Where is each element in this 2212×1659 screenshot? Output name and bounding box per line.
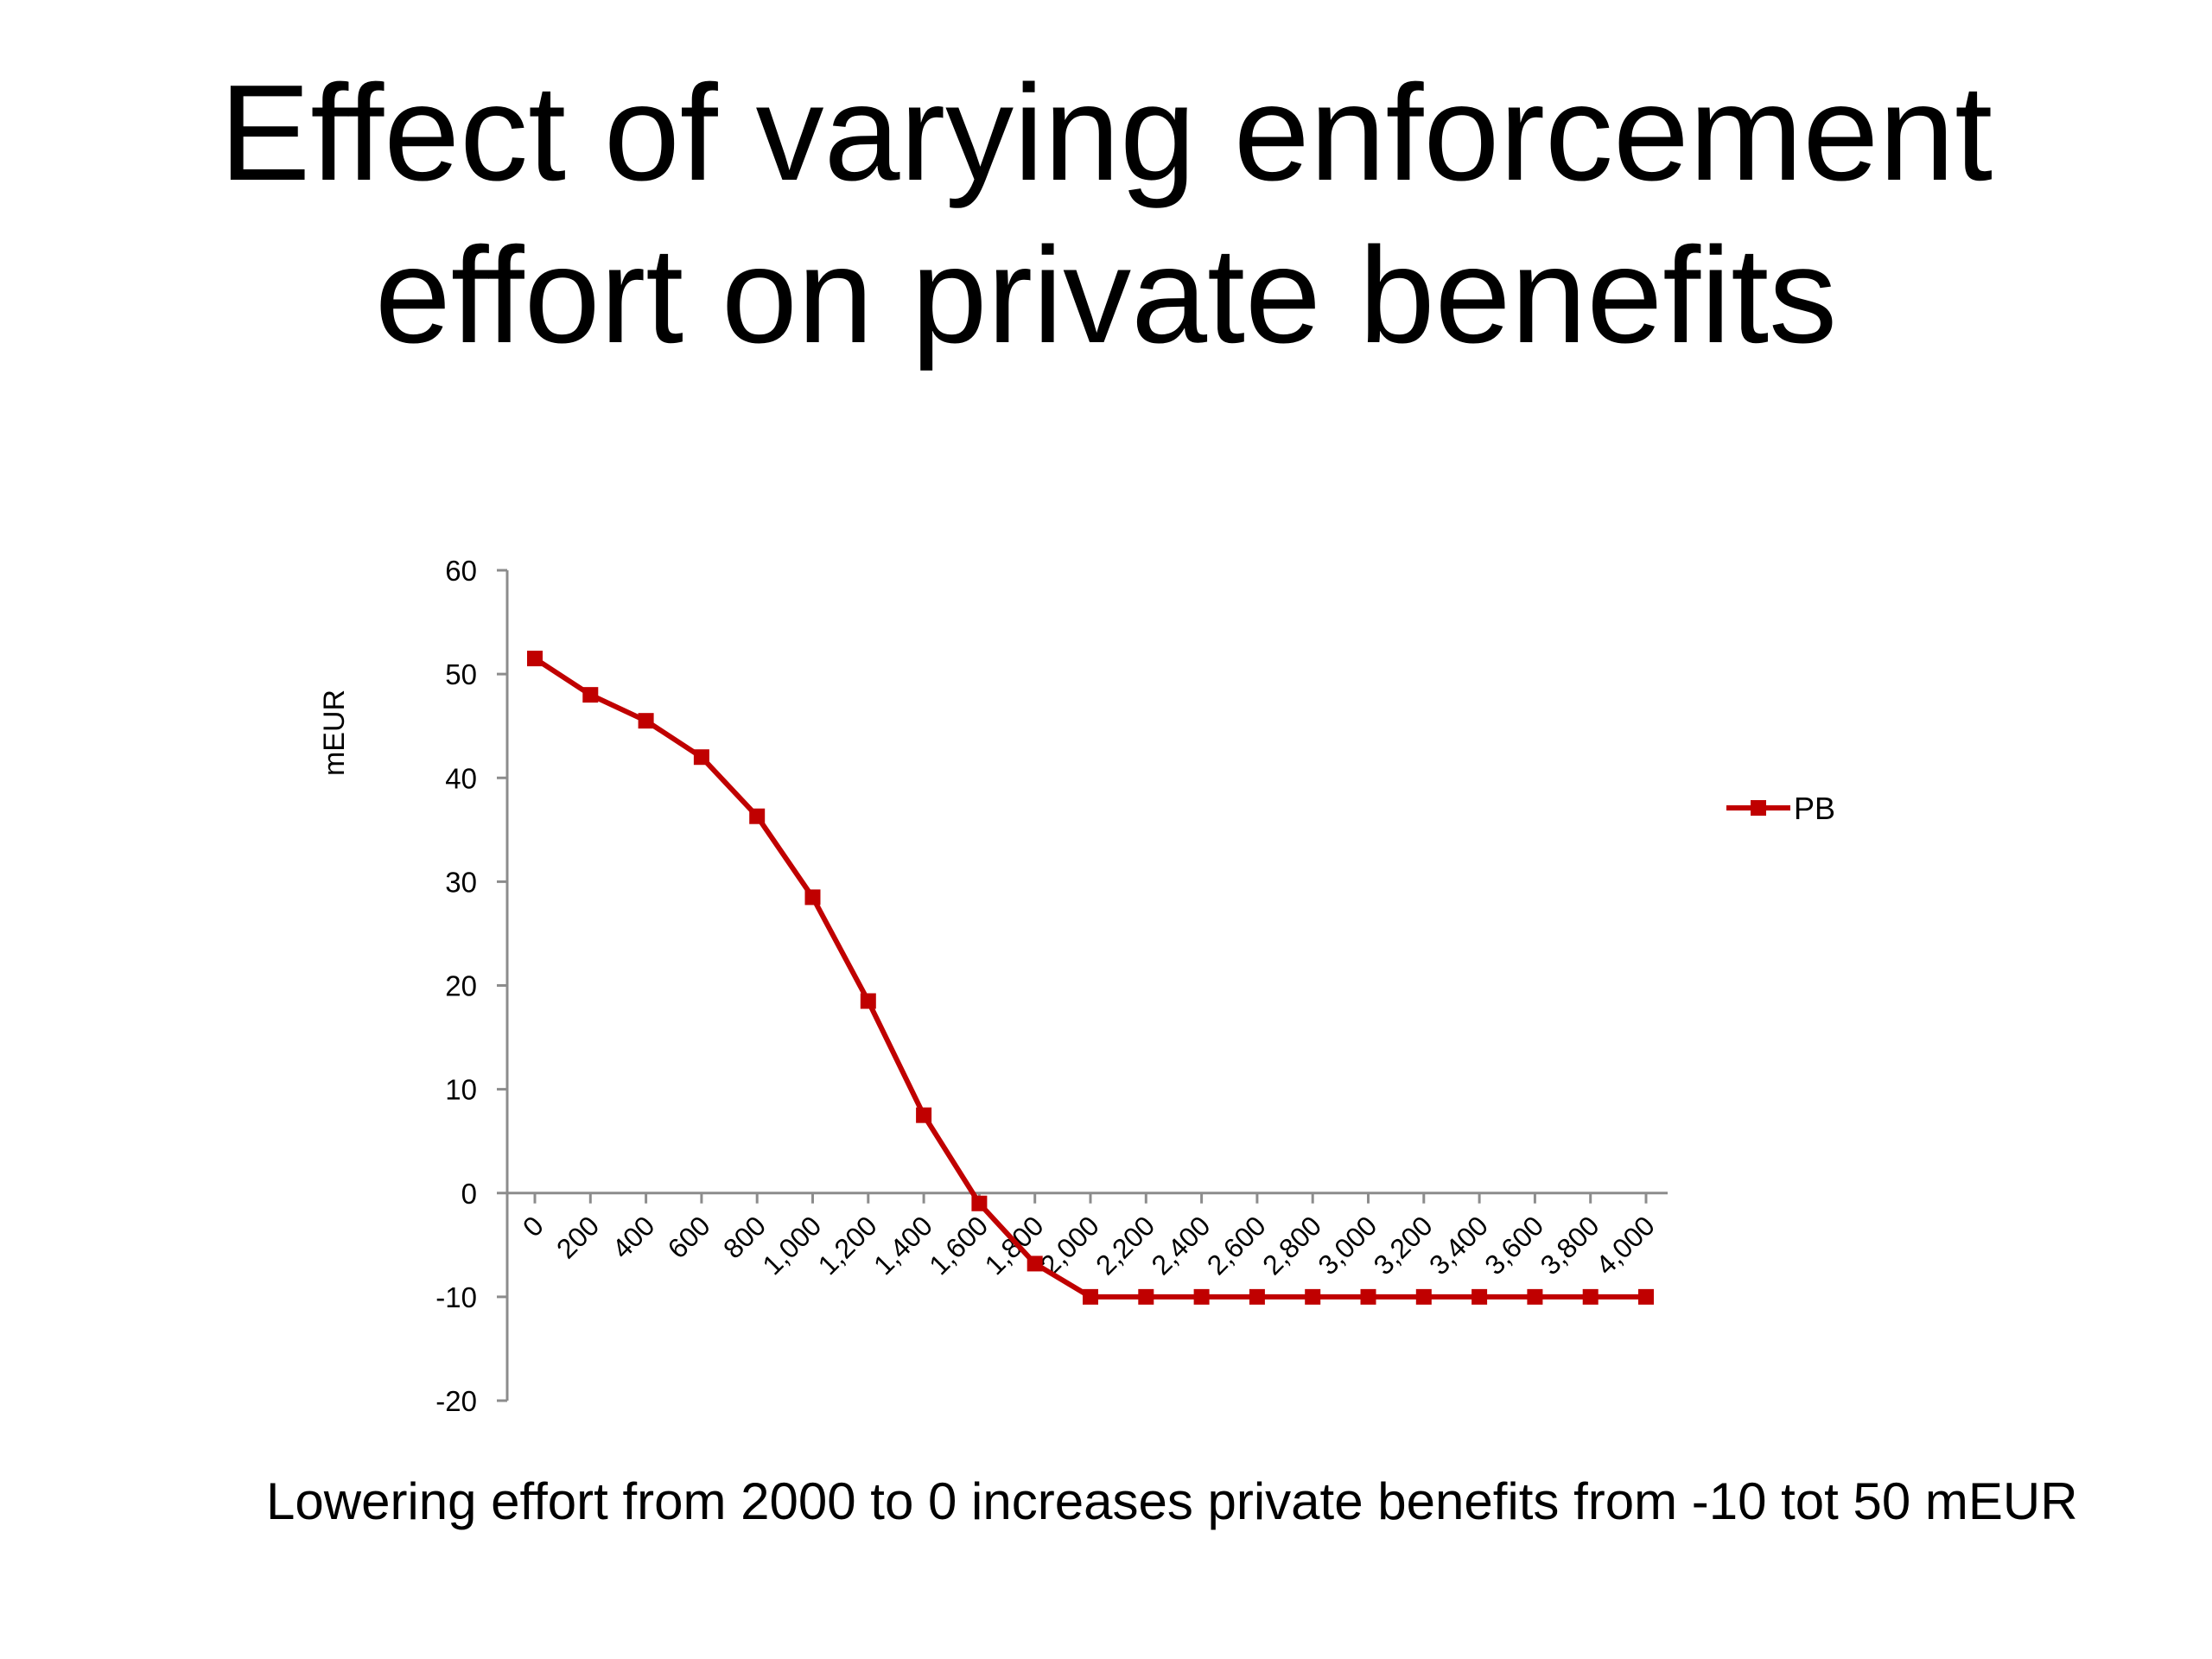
- data-point: [1638, 1288, 1654, 1305]
- data-point: [804, 889, 821, 906]
- data-point: [971, 1195, 988, 1211]
- series-pb: [527, 651, 1654, 1305]
- x-tick-label: 2,400: [1145, 1210, 1216, 1281]
- data-point: [1471, 1288, 1488, 1305]
- slide-title: Effect of varying enforcement effort on …: [0, 52, 2212, 377]
- data-point: [1083, 1288, 1098, 1305]
- x-tick-label: 400: [606, 1210, 660, 1264]
- data-point: [860, 993, 876, 1009]
- slide-title-line-2: effort on private benefits: [374, 219, 1838, 372]
- legend-label: PB: [1794, 791, 1835, 826]
- x-tick-label: 1,600: [923, 1210, 994, 1281]
- data-point: [693, 749, 709, 766]
- data-point: [1582, 1288, 1599, 1305]
- slide-title-line-1: Effect of varying enforcement: [219, 57, 1993, 209]
- data-point: [1527, 1288, 1543, 1305]
- x-tick-label: 1,200: [812, 1210, 883, 1281]
- legend: PB: [1726, 791, 1835, 826]
- data-point: [1027, 1255, 1043, 1272]
- data-point: [1138, 1288, 1154, 1305]
- x-tick-label: 600: [662, 1210, 716, 1264]
- x-tick-label: 4,000: [1590, 1210, 1661, 1281]
- x-tick-label: 3,000: [1312, 1210, 1382, 1281]
- x-tick-label: 2,800: [1256, 1210, 1327, 1281]
- y-tick-label: -20: [435, 1385, 477, 1417]
- y-tick-label: 30: [445, 866, 477, 898]
- x-tick-label: 3,400: [1423, 1210, 1494, 1281]
- data-point: [638, 713, 654, 729]
- y-tick-label: 10: [445, 1074, 477, 1106]
- y-tick-label: 0: [461, 1178, 477, 1210]
- x-tick-label: 2,600: [1201, 1210, 1272, 1281]
- x-tick-label: 3,600: [1478, 1210, 1549, 1281]
- y-tick-label: 50: [445, 658, 477, 690]
- data-point: [1360, 1288, 1376, 1305]
- x-tick-label: 1,000: [756, 1210, 827, 1281]
- y-axis-label: mEUR: [318, 690, 351, 776]
- x-tick-label: 3,200: [1368, 1210, 1439, 1281]
- x-tick-label: 0: [517, 1210, 550, 1243]
- x-axis: 0 200 400 600 8001,0001,2001,4001,6001,8002,…: [507, 1192, 1668, 1281]
- data-point: [527, 651, 543, 667]
- x-tick-label: 2,200: [1090, 1210, 1160, 1281]
- data-point: [1249, 1288, 1265, 1305]
- y-axis: 60 50 40 30 20 10 0 -10 -20: [435, 555, 509, 1417]
- data-point: [1305, 1288, 1321, 1305]
- x-tick-label: 1,400: [868, 1210, 938, 1281]
- data-point: [582, 687, 599, 703]
- data-point: [1193, 1288, 1210, 1305]
- data-point: [749, 808, 766, 824]
- y-tick-label: -10: [435, 1281, 477, 1313]
- x-tick-label: 200: [550, 1210, 605, 1264]
- data-point: [1415, 1288, 1432, 1305]
- slide-caption: Lowering effort from 2000 to 0 increases…: [266, 1472, 2078, 1530]
- x-tick-label: 3,800: [1535, 1210, 1605, 1281]
- data-point: [916, 1107, 932, 1123]
- y-tick-label: 40: [445, 762, 477, 794]
- y-tick-label: 20: [445, 970, 477, 1002]
- y-tick-label: 60: [445, 555, 477, 587]
- legend-marker: [1751, 800, 1766, 816]
